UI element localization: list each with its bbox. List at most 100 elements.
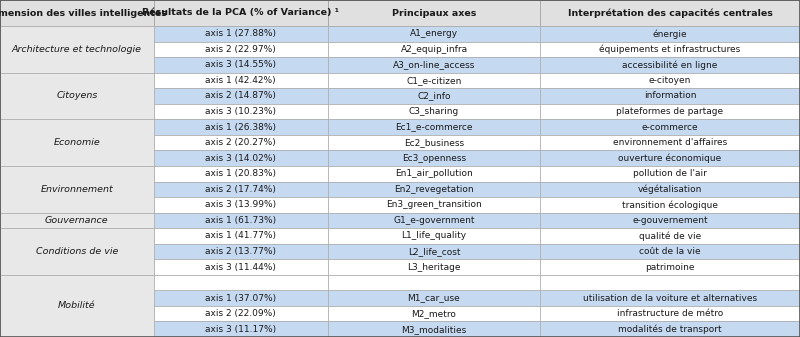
Text: axis 2 (13.77%): axis 2 (13.77%): [206, 247, 276, 256]
FancyBboxPatch shape: [154, 275, 328, 290]
FancyBboxPatch shape: [154, 73, 328, 88]
FancyBboxPatch shape: [0, 73, 154, 119]
FancyBboxPatch shape: [328, 306, 540, 321]
Text: information: information: [644, 91, 696, 100]
Text: axis 1 (37.07%): axis 1 (37.07%): [206, 294, 276, 303]
Text: C2_info: C2_info: [418, 91, 450, 100]
FancyBboxPatch shape: [328, 166, 540, 182]
Text: axis 2 (14.87%): axis 2 (14.87%): [206, 91, 276, 100]
Text: Citoyens: Citoyens: [56, 91, 98, 100]
Text: M3_modalities: M3_modalities: [402, 325, 466, 334]
FancyBboxPatch shape: [540, 73, 800, 88]
Text: axis 3 (13.99%): axis 3 (13.99%): [206, 200, 276, 209]
Text: accessibilité en ligne: accessibilité en ligne: [622, 60, 718, 70]
Text: Ec3_openness: Ec3_openness: [402, 154, 466, 163]
Text: A1_energy: A1_energy: [410, 29, 458, 38]
Text: axis 3 (14.55%): axis 3 (14.55%): [206, 60, 276, 69]
FancyBboxPatch shape: [154, 119, 328, 135]
Text: Environnement: Environnement: [41, 185, 113, 194]
Text: ouverture économique: ouverture économique: [618, 153, 722, 163]
Text: axis 1 (41.77%): axis 1 (41.77%): [206, 232, 276, 240]
Text: Architecture et technologie: Architecture et technologie: [12, 45, 142, 54]
FancyBboxPatch shape: [328, 275, 540, 290]
FancyBboxPatch shape: [154, 57, 328, 73]
FancyBboxPatch shape: [328, 197, 540, 213]
Text: utilisation de la voiture et alternatives: utilisation de la voiture et alternative…: [583, 294, 757, 303]
FancyBboxPatch shape: [0, 166, 154, 213]
FancyBboxPatch shape: [154, 228, 328, 244]
FancyBboxPatch shape: [328, 290, 540, 306]
FancyBboxPatch shape: [0, 0, 154, 26]
Text: En3_green_transition: En3_green_transition: [386, 200, 482, 209]
Text: qualité de vie: qualité de vie: [639, 231, 701, 241]
Text: axis 3 (11.17%): axis 3 (11.17%): [206, 325, 276, 334]
Text: En1_air_pollution: En1_air_pollution: [395, 169, 473, 178]
FancyBboxPatch shape: [540, 244, 800, 259]
Text: En2_revegetation: En2_revegetation: [394, 185, 474, 194]
Text: Mobilité: Mobilité: [58, 301, 96, 310]
Text: Principaux axes: Principaux axes: [392, 8, 476, 18]
Text: modalités de transport: modalités de transport: [618, 325, 722, 334]
Text: Interprétation des capacités centrales: Interprétation des capacités centrales: [567, 8, 773, 18]
Text: Résultats de la PCA (% of Variance) ¹: Résultats de la PCA (% of Variance) ¹: [142, 8, 339, 18]
FancyBboxPatch shape: [328, 26, 540, 41]
Text: axis 3 (14.02%): axis 3 (14.02%): [206, 154, 276, 163]
Text: e-gouvernement: e-gouvernement: [632, 216, 708, 225]
FancyBboxPatch shape: [154, 213, 328, 228]
Text: plateformes de partage: plateformes de partage: [617, 107, 723, 116]
Text: M1_car_use: M1_car_use: [408, 294, 460, 303]
Text: e-commerce: e-commerce: [642, 123, 698, 131]
Text: Gouvernance: Gouvernance: [45, 216, 109, 225]
Text: environnement d'affaires: environnement d'affaires: [613, 138, 727, 147]
FancyBboxPatch shape: [328, 150, 540, 166]
Text: Ec1_e-commerce: Ec1_e-commerce: [395, 123, 473, 131]
FancyBboxPatch shape: [328, 259, 540, 275]
FancyBboxPatch shape: [540, 150, 800, 166]
FancyBboxPatch shape: [328, 88, 540, 104]
Text: M2_metro: M2_metro: [411, 309, 457, 318]
FancyBboxPatch shape: [154, 88, 328, 104]
FancyBboxPatch shape: [0, 213, 154, 228]
FancyBboxPatch shape: [0, 26, 154, 73]
Text: L1_life_quality: L1_life_quality: [402, 232, 466, 240]
FancyBboxPatch shape: [328, 73, 540, 88]
Text: végétalisation: végétalisation: [638, 185, 702, 194]
FancyBboxPatch shape: [328, 213, 540, 228]
Text: Dimension des villes intelligentes: Dimension des villes intelligentes: [0, 8, 166, 18]
Text: axis 1 (27.88%): axis 1 (27.88%): [206, 29, 276, 38]
FancyBboxPatch shape: [154, 244, 328, 259]
Text: C3_sharing: C3_sharing: [409, 107, 459, 116]
FancyBboxPatch shape: [540, 135, 800, 150]
FancyBboxPatch shape: [540, 228, 800, 244]
Text: patrimoine: patrimoine: [646, 263, 694, 272]
FancyBboxPatch shape: [540, 306, 800, 321]
Text: A3_on-line_access: A3_on-line_access: [393, 60, 475, 69]
Text: axis 1 (26.38%): axis 1 (26.38%): [206, 123, 276, 131]
FancyBboxPatch shape: [540, 41, 800, 57]
FancyBboxPatch shape: [328, 119, 540, 135]
FancyBboxPatch shape: [540, 119, 800, 135]
FancyBboxPatch shape: [328, 104, 540, 119]
Text: axis 2 (22.09%): axis 2 (22.09%): [206, 309, 276, 318]
FancyBboxPatch shape: [154, 259, 328, 275]
FancyBboxPatch shape: [540, 321, 800, 337]
Text: énergie: énergie: [653, 29, 687, 38]
FancyBboxPatch shape: [154, 104, 328, 119]
FancyBboxPatch shape: [154, 197, 328, 213]
FancyBboxPatch shape: [328, 0, 540, 26]
Text: coût de la vie: coût de la vie: [639, 247, 701, 256]
FancyBboxPatch shape: [0, 228, 154, 275]
FancyBboxPatch shape: [540, 182, 800, 197]
Text: axis 1 (61.73%): axis 1 (61.73%): [206, 216, 276, 225]
Text: axis 2 (20.27%): axis 2 (20.27%): [206, 138, 276, 147]
FancyBboxPatch shape: [328, 57, 540, 73]
Text: axis 2 (22.97%): axis 2 (22.97%): [206, 45, 276, 54]
FancyBboxPatch shape: [328, 228, 540, 244]
FancyBboxPatch shape: [328, 41, 540, 57]
FancyBboxPatch shape: [328, 182, 540, 197]
FancyBboxPatch shape: [540, 26, 800, 41]
Text: axis 3 (10.23%): axis 3 (10.23%): [206, 107, 276, 116]
Text: transition écologique: transition écologique: [622, 200, 718, 210]
FancyBboxPatch shape: [540, 166, 800, 182]
FancyBboxPatch shape: [154, 26, 328, 41]
